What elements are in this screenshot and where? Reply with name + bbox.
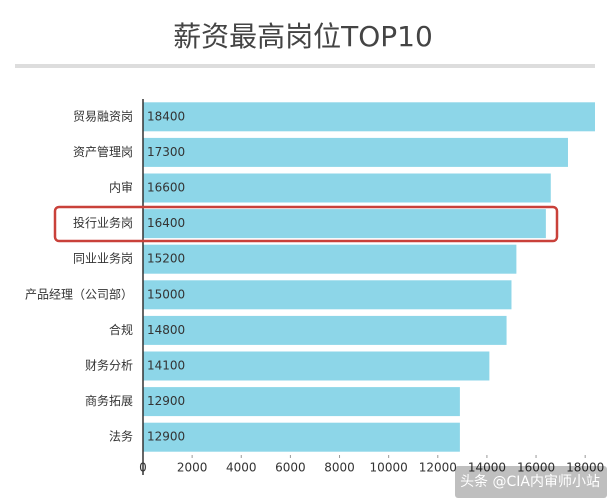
bar [143, 209, 546, 239]
value-label: 15200 [147, 252, 185, 266]
value-label: 12900 [147, 430, 185, 444]
y-tick-label: 投行业务岗 [73, 215, 133, 230]
y-tick-label: 法务 [109, 429, 133, 444]
y-tick-label: 商务拓展 [85, 393, 133, 408]
plot-area: 0200040006000800010000120001400016000180… [25, 99, 604, 475]
value-label: 14100 [147, 359, 185, 373]
value-label: 14800 [147, 323, 185, 337]
watermark-bg [455, 466, 607, 498]
y-tick-label: 合规 [109, 322, 133, 337]
bar [143, 351, 490, 381]
y-tick-label: 贸易融资岗 [73, 109, 133, 123]
value-label: 16400 [147, 216, 185, 230]
y-tick-label: 内审 [109, 180, 133, 195]
title-underline [15, 64, 595, 68]
x-tick-label: 18000 [566, 461, 604, 475]
x-tick-label: 12000 [419, 461, 457, 475]
x-tick-label: 4000 [226, 461, 257, 475]
x-tick-label: 14000 [468, 461, 506, 475]
bar [143, 244, 517, 274]
highlight-box [53, 205, 559, 243]
x-tick-label: 2000 [177, 461, 208, 475]
x-tick-label: 10000 [370, 461, 408, 475]
value-label: 12900 [147, 394, 185, 408]
bar [143, 280, 512, 310]
y-tick-label: 同业业务岗 [73, 251, 133, 266]
y-tick-label: 资产管理岗 [73, 144, 133, 159]
value-label: 15000 [147, 287, 185, 301]
x-tick-label: 6000 [275, 461, 306, 475]
chart-title: 薪资最高岗位TOP10 [173, 20, 433, 53]
bar [143, 315, 507, 345]
watermark: 头条 @CIA内审师小站 [460, 473, 600, 490]
y-tick-label: 财务分析 [85, 358, 133, 373]
value-label: 17300 [147, 145, 185, 159]
value-label: 16600 [147, 181, 185, 195]
bar [143, 137, 568, 167]
x-tick-label: 16000 [517, 461, 555, 475]
x-tick-label: 8000 [324, 461, 355, 475]
bar [143, 422, 460, 452]
bar [143, 102, 595, 132]
bar [143, 173, 551, 203]
y-tick-label: 产品经理（公司部） [25, 286, 133, 301]
bar [143, 387, 460, 417]
value-label: 18400 [147, 109, 185, 123]
